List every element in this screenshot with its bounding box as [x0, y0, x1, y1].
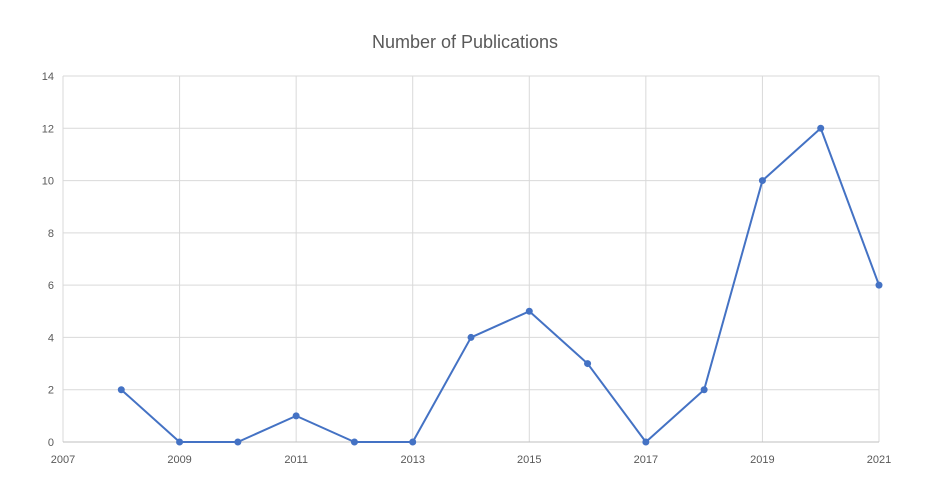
data-point: [350, 438, 358, 446]
y-tick-label: 10: [42, 176, 54, 188]
series-line: [120, 127, 880, 443]
y-tick-label: 0: [48, 437, 54, 449]
x-tick-label: 2017: [634, 454, 658, 466]
series-layer: [117, 124, 883, 446]
y-tick-label: 8: [48, 228, 54, 240]
y-tick-label: 4: [48, 332, 54, 344]
data-point: [758, 177, 766, 185]
data-point: [700, 386, 708, 394]
x-tick-label: 2015: [517, 454, 541, 466]
y-tick-label: 14: [42, 71, 54, 83]
data-point: [117, 386, 125, 394]
x-tick-label: 2013: [400, 454, 424, 466]
data-point: [817, 124, 825, 132]
y-tick-label: 2: [48, 385, 54, 397]
data-point: [467, 333, 475, 341]
data-point: [409, 438, 417, 446]
data-point: [176, 438, 184, 446]
x-tick-label: 2019: [750, 454, 774, 466]
data-point: [234, 438, 242, 446]
y-tick-label: 6: [48, 280, 54, 292]
x-tick-label: 2009: [167, 454, 191, 466]
data-point: [584, 360, 592, 368]
x-tick-label: 2011: [284, 454, 308, 466]
y-tick-label: 12: [42, 123, 54, 135]
data-point: [875, 281, 883, 289]
grid-lines: [62, 75, 880, 443]
x-tick-label: 2007: [51, 454, 75, 466]
x-tick-label: 2021: [867, 454, 891, 466]
chart-title: Number of Publications: [371, 32, 559, 52]
data-point: [292, 412, 300, 420]
data-point: [642, 438, 650, 446]
axes: 0 2 4 6 8 10 12 14 2007 2009 2011 2013 2015 2017 2019 2…: [42, 71, 891, 466]
data-point: [525, 307, 533, 315]
